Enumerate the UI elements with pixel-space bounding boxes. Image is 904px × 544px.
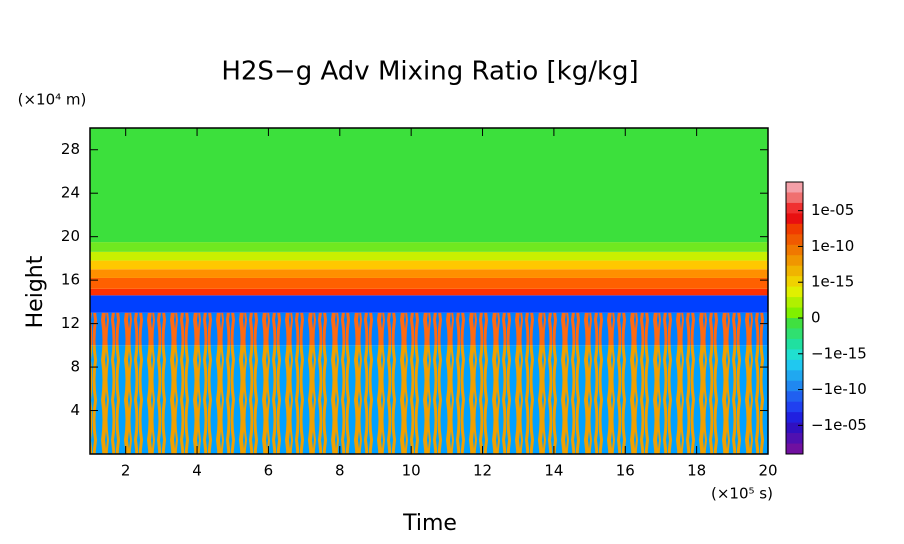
x-tick-label: 16 bbox=[616, 462, 635, 480]
colorbar-swatch bbox=[786, 265, 803, 277]
x-tick-label: 4 bbox=[192, 462, 202, 480]
colorbar-swatch bbox=[786, 202, 803, 214]
y-tick-label: 24 bbox=[61, 184, 80, 202]
contour-layer bbox=[90, 251, 768, 261]
y-tick-label: 8 bbox=[70, 358, 80, 376]
colorbar-swatch bbox=[786, 401, 803, 413]
colorbar-swatch bbox=[786, 380, 803, 392]
contour-layer bbox=[90, 288, 768, 296]
chart-title: H2S−g Adv Mixing Ratio [kg/kg] bbox=[221, 57, 638, 87]
colorbar-swatch bbox=[786, 213, 803, 225]
colorbar-swatch bbox=[786, 328, 803, 340]
colorbar-swatch bbox=[786, 433, 803, 445]
colorbar-swatch bbox=[786, 244, 803, 256]
colorbar-tick-label: −1e-10 bbox=[811, 380, 867, 398]
x-tick-label: 14 bbox=[544, 462, 563, 480]
colorbar-tick-label: 1e-15 bbox=[811, 273, 854, 291]
colorbar-swatch bbox=[786, 297, 803, 309]
colorbar-swatch bbox=[786, 276, 803, 288]
colorbar-swatch bbox=[786, 234, 803, 246]
colorbar-swatch bbox=[786, 286, 803, 298]
contour-layer bbox=[90, 128, 768, 243]
y-tick-label: 20 bbox=[61, 227, 80, 245]
colorbar-swatch bbox=[786, 422, 803, 434]
colorbar-swatch bbox=[786, 318, 803, 329]
colorbar-swatch bbox=[786, 349, 803, 361]
colorbar-tick-label: 0 bbox=[811, 309, 821, 327]
colorbar-swatch bbox=[786, 182, 803, 193]
contour-layer bbox=[90, 345, 768, 454]
colorbar-tick-label: −1e-05 bbox=[811, 416, 867, 434]
y-tick-label: 16 bbox=[61, 271, 80, 289]
colorbar-swatch bbox=[786, 338, 803, 350]
x-tick-label: 8 bbox=[335, 462, 345, 480]
colorbar-swatch bbox=[786, 370, 803, 382]
y-axis-label: Height bbox=[23, 255, 48, 328]
contour-layer bbox=[90, 269, 768, 278]
x-tick-label: 12 bbox=[473, 462, 492, 480]
colorbar-tick-label: −1e-15 bbox=[811, 344, 867, 362]
contour-layer bbox=[90, 277, 768, 289]
y-tick-label: 28 bbox=[61, 140, 80, 158]
colorbar-swatch bbox=[786, 223, 803, 235]
colorbar-tick-label: 1e-05 bbox=[811, 201, 854, 219]
y-tick-label: 4 bbox=[70, 401, 80, 419]
x-axis-label: Time bbox=[402, 511, 457, 536]
colorbar-swatch bbox=[786, 255, 803, 267]
colorbar-swatch bbox=[786, 307, 803, 319]
contour-layer bbox=[90, 312, 768, 346]
colorbar-swatch bbox=[786, 412, 803, 424]
plot-frame bbox=[89, 127, 769, 455]
x-tick-label: 20 bbox=[758, 462, 777, 480]
contour-layer bbox=[90, 260, 768, 270]
colorbar-swatch bbox=[786, 391, 803, 403]
x-tick-label: 2 bbox=[121, 462, 131, 480]
contour-layer bbox=[90, 242, 768, 252]
colorbar-tick-label: 1e-10 bbox=[811, 237, 854, 255]
colorbar-swatch bbox=[786, 359, 803, 371]
contour-layer bbox=[90, 295, 768, 313]
y-unit: (×10⁴ m) bbox=[18, 91, 87, 109]
x-tick-label: 18 bbox=[687, 462, 706, 480]
x-tick-label: 6 bbox=[264, 462, 274, 480]
colorbar-swatch bbox=[786, 192, 803, 204]
colorbar-swatch bbox=[786, 443, 803, 455]
y-tick-label: 12 bbox=[61, 314, 80, 332]
x-tick-label: 10 bbox=[402, 462, 421, 480]
x-unit: (×10⁵ s) bbox=[711, 485, 773, 503]
